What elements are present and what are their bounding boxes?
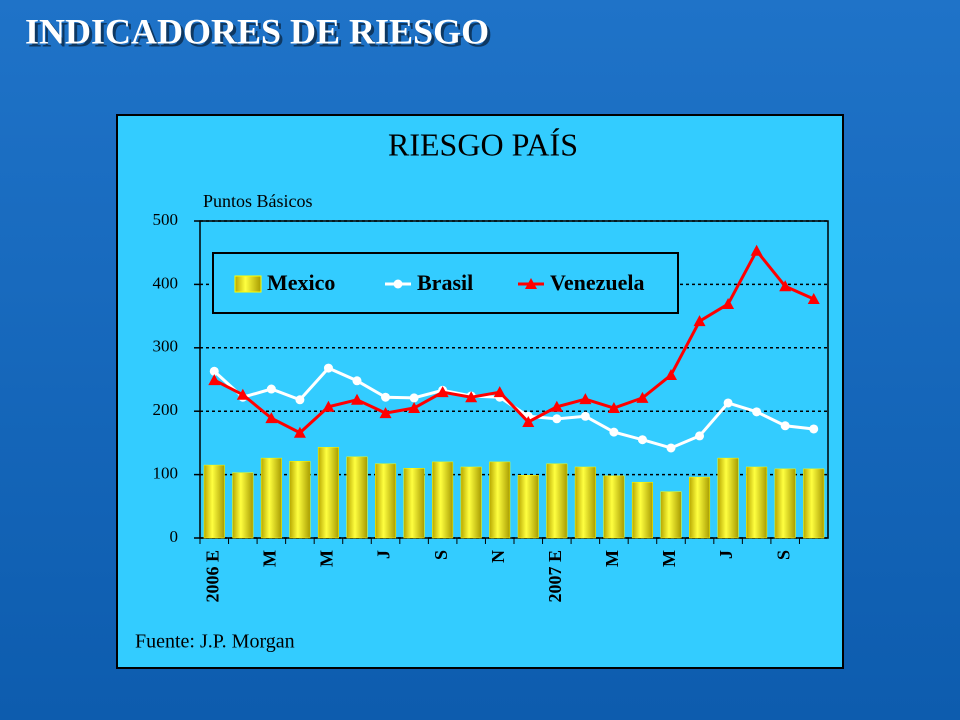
bar xyxy=(517,474,539,539)
legend xyxy=(212,252,679,314)
point xyxy=(322,400,335,412)
bar xyxy=(660,491,682,539)
line xyxy=(213,248,815,435)
point xyxy=(379,407,392,419)
source: Fuente: J.P. Morgan xyxy=(135,631,295,653)
x-tick-label: M xyxy=(259,550,279,567)
x-tick-label: M xyxy=(317,550,337,567)
bar xyxy=(717,457,739,539)
legend-marker xyxy=(525,278,537,289)
bar xyxy=(403,468,425,539)
point xyxy=(609,427,619,437)
x-tick-label: N xyxy=(488,550,508,563)
point xyxy=(722,298,735,310)
point xyxy=(522,415,535,427)
bar xyxy=(260,457,282,539)
point xyxy=(493,386,506,398)
point xyxy=(666,443,676,453)
point xyxy=(780,421,790,431)
y-tick-label: 400 xyxy=(153,273,179,292)
chart-title: RIESGO PAÍS xyxy=(388,126,578,162)
bar xyxy=(232,472,254,539)
point xyxy=(807,292,820,304)
bar xyxy=(803,468,825,539)
point xyxy=(580,411,590,421)
point xyxy=(637,435,647,445)
x-tick-label: 2007 E xyxy=(545,550,565,603)
point xyxy=(295,395,305,405)
page-title: INDICADORES DE RIESGO xyxy=(25,11,489,51)
point xyxy=(352,376,362,386)
point xyxy=(779,280,792,292)
point xyxy=(723,398,733,408)
point xyxy=(465,391,478,403)
point xyxy=(665,369,677,381)
bar xyxy=(689,476,711,539)
point xyxy=(381,392,391,402)
point xyxy=(607,402,620,414)
bar xyxy=(574,466,596,539)
point xyxy=(579,393,592,405)
point xyxy=(266,384,276,394)
bar xyxy=(346,456,368,539)
bar xyxy=(460,466,482,539)
point xyxy=(695,431,705,441)
y-axis-label: Puntos Básicos xyxy=(203,191,313,211)
y-tick-label: 200 xyxy=(153,400,179,419)
title-shadow: INDICADORES DE RIESGO xyxy=(28,14,492,54)
point xyxy=(809,424,819,434)
point xyxy=(236,388,249,400)
x-tick-label: M xyxy=(602,550,622,567)
bar xyxy=(603,475,625,539)
y-tick-label: 300 xyxy=(153,337,179,356)
legend-label: Mexico xyxy=(267,270,335,295)
bar xyxy=(774,468,796,539)
bar xyxy=(317,447,339,539)
point xyxy=(409,393,419,403)
legend-swatch xyxy=(234,275,262,293)
bar xyxy=(432,461,454,539)
bar xyxy=(546,463,568,539)
y-tick-label: 500 xyxy=(153,210,179,229)
y-tick-label: 100 xyxy=(153,464,179,483)
x-tick-label: J xyxy=(716,550,736,559)
x-tick-label: S xyxy=(773,550,793,560)
point xyxy=(693,315,706,327)
point xyxy=(436,386,449,398)
point xyxy=(750,244,763,256)
x-tick-label: S xyxy=(431,550,451,560)
point xyxy=(293,426,306,438)
bar xyxy=(746,466,768,539)
bar xyxy=(289,461,311,539)
x-tick-label: J xyxy=(374,550,394,559)
point xyxy=(323,363,333,373)
bar xyxy=(489,461,511,539)
legend-label: Venezuela xyxy=(550,270,645,295)
point xyxy=(552,414,562,424)
point xyxy=(208,374,221,386)
x-tick-label: 2006 E xyxy=(202,550,222,603)
bar xyxy=(375,463,397,539)
point xyxy=(351,393,363,405)
y-tick-label: 0 xyxy=(170,527,179,546)
point xyxy=(408,402,421,414)
bar xyxy=(203,464,225,539)
point xyxy=(209,366,219,376)
point xyxy=(550,400,563,412)
legend-label: Brasil xyxy=(417,270,473,295)
bar xyxy=(631,481,653,539)
point xyxy=(265,412,278,424)
point xyxy=(752,407,762,417)
legend-marker xyxy=(393,279,403,289)
x-tick-label: M xyxy=(659,550,679,567)
point xyxy=(636,391,649,403)
